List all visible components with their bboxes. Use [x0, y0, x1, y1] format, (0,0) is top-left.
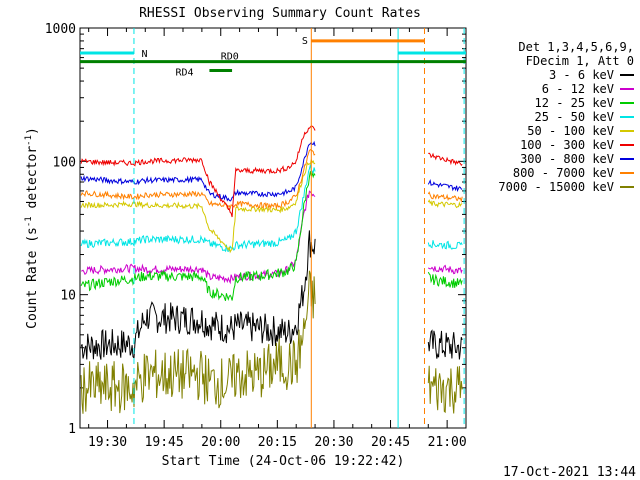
- legend: Det 1,3,4,5,6,9, FDecim 1, Att 0 3 - 6 k…: [474, 40, 634, 194]
- legend-entry: 3 - 6 keV: [474, 68, 634, 82]
- legend-swatch: [620, 116, 634, 118]
- legend-swatch: [620, 130, 634, 132]
- legend-entry: 100 - 300 keV: [474, 138, 634, 152]
- y-tick-label: 1000: [45, 22, 76, 37]
- legend-label: 12 - 25 keV: [534, 96, 614, 110]
- x-tick-label: 20:30: [314, 435, 353, 450]
- chart-title: RHESSI Observing Summary Count Rates: [139, 6, 421, 21]
- legend-label: 3 - 6 keV: [548, 68, 614, 82]
- y-tick-label: 1: [68, 422, 76, 437]
- legend-swatch: [620, 186, 634, 188]
- legend-swatch: [620, 144, 634, 146]
- series-line-7: [80, 148, 463, 211]
- flag-label-s: S: [302, 36, 308, 47]
- legend-label: 25 - 50 keV: [534, 110, 614, 124]
- x-tick-label: 21:00: [428, 435, 467, 450]
- series-line-6: [80, 140, 463, 202]
- flag-label-rd0: RD0: [221, 52, 239, 63]
- series-line-2: [80, 171, 463, 302]
- legend-entry: 800 - 7000 keV: [474, 166, 634, 180]
- legend-swatch: [620, 88, 634, 90]
- timestamp: 17-Oct-2021 13:44: [503, 465, 636, 480]
- series-line-1: [81, 190, 463, 285]
- legend-label: 7000 - 15000 keV: [498, 180, 614, 194]
- flag-label-n: N: [142, 49, 148, 60]
- series-line-4: [80, 159, 463, 254]
- plot-frame: [79, 27, 467, 429]
- y-tick-label: 100: [53, 155, 76, 170]
- y-axis-label: Count Rate (s-1 detector-1): [24, 127, 40, 329]
- legend-label: 800 - 7000 keV: [512, 166, 614, 180]
- legend-entry: 50 - 100 keV: [474, 124, 634, 138]
- flag-label-rd4: RD4: [175, 68, 193, 79]
- legend-swatch: [620, 172, 634, 174]
- x-axis-label: Start Time (24-Oct-06 19:22:42): [162, 454, 405, 469]
- legend-label: 300 - 800 keV: [520, 152, 614, 166]
- x-tick-label: 19:45: [145, 435, 184, 450]
- legend-swatch: [620, 158, 634, 160]
- series-line-3: [80, 164, 463, 253]
- legend-swatch: [620, 102, 634, 104]
- x-tick-label: 19:30: [88, 435, 127, 450]
- legend-entry: 6 - 12 keV: [474, 82, 634, 96]
- legend-label: 6 - 12 keV: [541, 82, 614, 96]
- legend-header-2: FDecim 1, Att 0: [525, 54, 634, 68]
- legend-entry: 25 - 50 keV: [474, 110, 634, 124]
- legend-label: 50 - 100 keV: [527, 124, 614, 138]
- legend-label: 100 - 300 keV: [520, 138, 614, 152]
- legend-swatch: [620, 74, 634, 76]
- legend-entry: 7000 - 15000 keV: [474, 180, 634, 194]
- series-line-0: [80, 230, 463, 360]
- x-tick-label: 20:45: [371, 435, 410, 450]
- series-line-9: [80, 125, 463, 218]
- legend-entry: 300 - 800 keV: [474, 152, 634, 166]
- series-line-8: [80, 270, 463, 414]
- x-tick-label: 20:15: [258, 435, 297, 450]
- x-tick-label: 20:00: [201, 435, 240, 450]
- y-tick-label: 10: [60, 289, 76, 304]
- legend-entry: 12 - 25 keV: [474, 96, 634, 110]
- legend-header-1: Det 1,3,4,5,6,9,: [518, 40, 634, 54]
